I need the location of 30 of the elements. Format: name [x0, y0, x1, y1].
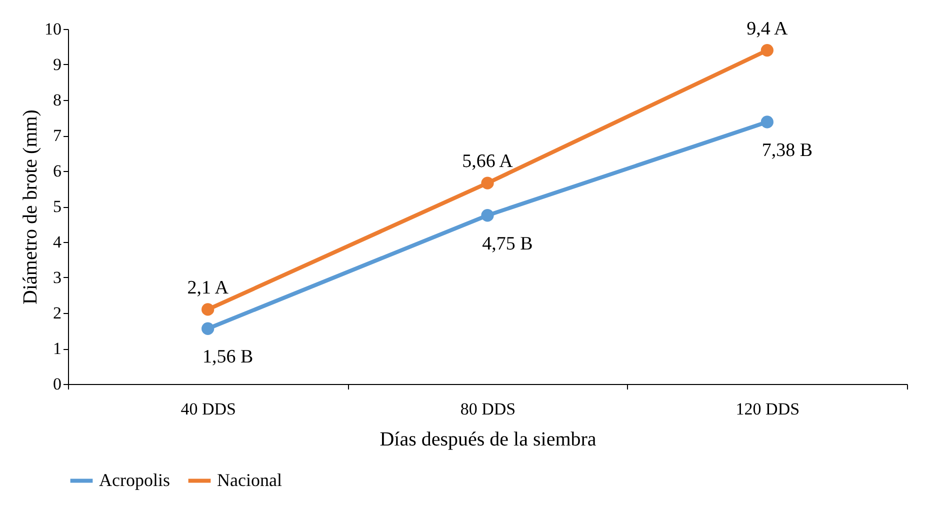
- legend-label: Acropolis: [99, 470, 170, 490]
- x-tick-label: 120 DDS: [736, 400, 800, 418]
- point: [481, 176, 494, 190]
- point: [202, 303, 214, 316]
- x-tick-label: 80 DDS: [460, 400, 516, 418]
- data-label: 9,4 A: [746, 18, 788, 40]
- data-label: 4,75 B: [482, 233, 533, 254]
- y-tick-label: 0: [53, 374, 62, 394]
- y-tick-label: 8: [53, 90, 62, 110]
- y-tick-label: 6: [53, 162, 62, 180]
- y-tick-label: 3: [53, 268, 62, 287]
- y-tick-label: 7: [53, 126, 62, 145]
- y-tick-label: 10: [44, 20, 62, 38]
- point: [202, 322, 214, 335]
- y-tick-label: 4: [53, 232, 62, 252]
- y-tick-label: 5: [53, 197, 62, 216]
- data-label: 7,38 B: [762, 140, 813, 162]
- x-axis-title: Días después de la siembra: [380, 428, 596, 450]
- y-tick-label: 2: [53, 304, 62, 322]
- legend-label: Nacional: [217, 470, 282, 490]
- y-tick-label: 1: [53, 339, 62, 358]
- x-tick-label: 40 DDS: [180, 400, 236, 418]
- point: [481, 209, 494, 222]
- data-label: 1,56 B: [202, 346, 254, 368]
- y-axis-title: Diámetro de brote (mm): [20, 110, 42, 304]
- y-tick-label: 9: [53, 55, 62, 74]
- point: [760, 44, 774, 57]
- data-label: 5,66 A: [462, 151, 514, 172]
- point: [760, 116, 774, 128]
- data-label: 2,1 A: [187, 277, 229, 298]
